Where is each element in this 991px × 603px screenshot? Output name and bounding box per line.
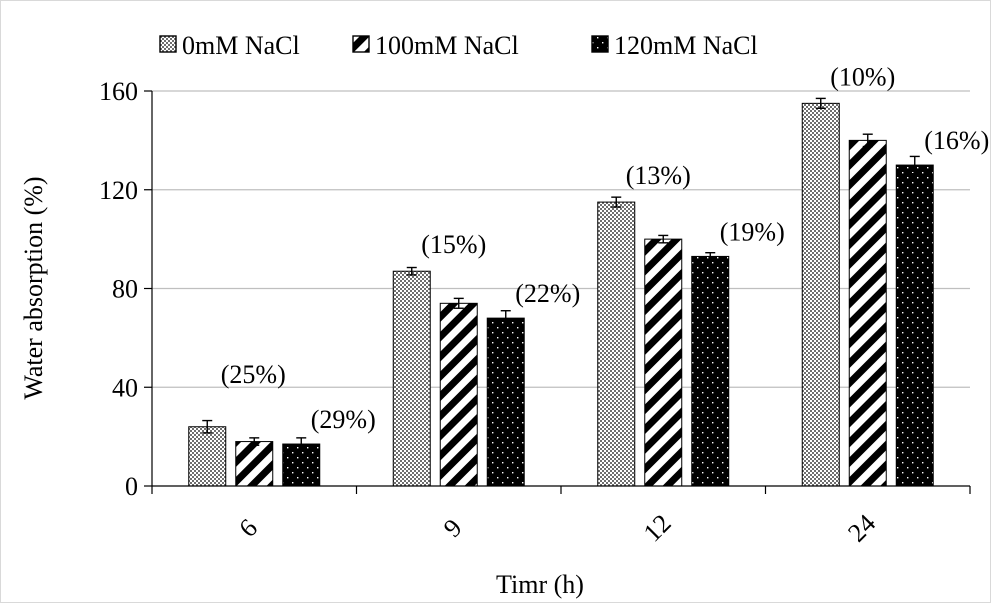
- error-bar: [500, 310, 511, 327]
- bar: [439, 302, 478, 487]
- bar: [691, 255, 730, 487]
- bar: [895, 164, 934, 487]
- error-bar: [202, 419, 213, 434]
- x-tick-label: 24: [842, 509, 881, 548]
- x-tick-label: 9: [438, 513, 468, 543]
- y-tick-label: 0: [125, 472, 138, 501]
- error-bar: [406, 266, 417, 276]
- data-label: (13%): [626, 161, 691, 190]
- data-label: (19%): [720, 217, 785, 246]
- error-bar: [658, 234, 669, 244]
- data-labels: (25%) (29%) (15%) (22%) (13%) (19%) (10%) (16%): [221, 62, 989, 434]
- data-label: (29%): [311, 405, 376, 434]
- x-axis-title: Timr (h): [496, 570, 584, 599]
- legend-item: 0mM NaCl: [159, 31, 300, 60]
- error-bar: [909, 155, 920, 175]
- error-bar: [453, 297, 464, 309]
- y-axis-title: Water absorption (%): [19, 176, 48, 399]
- bar: [486, 317, 525, 487]
- legend-swatch: [159, 35, 177, 53]
- data-label: (15%): [421, 230, 486, 259]
- legend: 0mM NaCl 100mM NaCl 120mM NaCl: [159, 31, 758, 60]
- bars: [188, 97, 934, 487]
- bar: [235, 441, 274, 487]
- legend-item: 120mM NaCl: [591, 31, 758, 60]
- bar: [597, 201, 636, 487]
- y-tick-label: 80: [112, 275, 138, 304]
- bar: [644, 238, 683, 487]
- y-tick-label: 160: [99, 77, 138, 106]
- gridlines: [152, 90, 970, 388]
- x-tick-label: 12: [638, 509, 677, 548]
- legend-item: 100mM NaCl: [352, 31, 519, 60]
- data-label: (25%): [221, 360, 286, 389]
- error-bar: [611, 196, 622, 208]
- y-tick-label: 40: [112, 373, 138, 402]
- y-tick-label: 120: [99, 176, 138, 205]
- data-label: (16%): [924, 126, 989, 155]
- bar: [188, 426, 227, 487]
- data-label: (22%): [515, 279, 580, 308]
- legend-label: 0mM NaCl: [182, 31, 300, 60]
- error-bar: [249, 437, 260, 446]
- legend-swatch: [352, 35, 370, 53]
- bar: [392, 270, 431, 487]
- legend-label: 120mM NaCl: [614, 31, 758, 60]
- error-bar: [705, 252, 716, 261]
- bar: [801, 102, 840, 487]
- legend-label: 100mM NaCl: [375, 31, 519, 60]
- error-bar: [862, 133, 873, 148]
- data-label: (10%): [830, 62, 895, 91]
- bar: [848, 139, 887, 487]
- error-bar: [296, 437, 307, 451]
- x-tick-label: 6: [233, 513, 263, 543]
- error-bar: [815, 97, 826, 109]
- legend-swatch: [591, 35, 609, 53]
